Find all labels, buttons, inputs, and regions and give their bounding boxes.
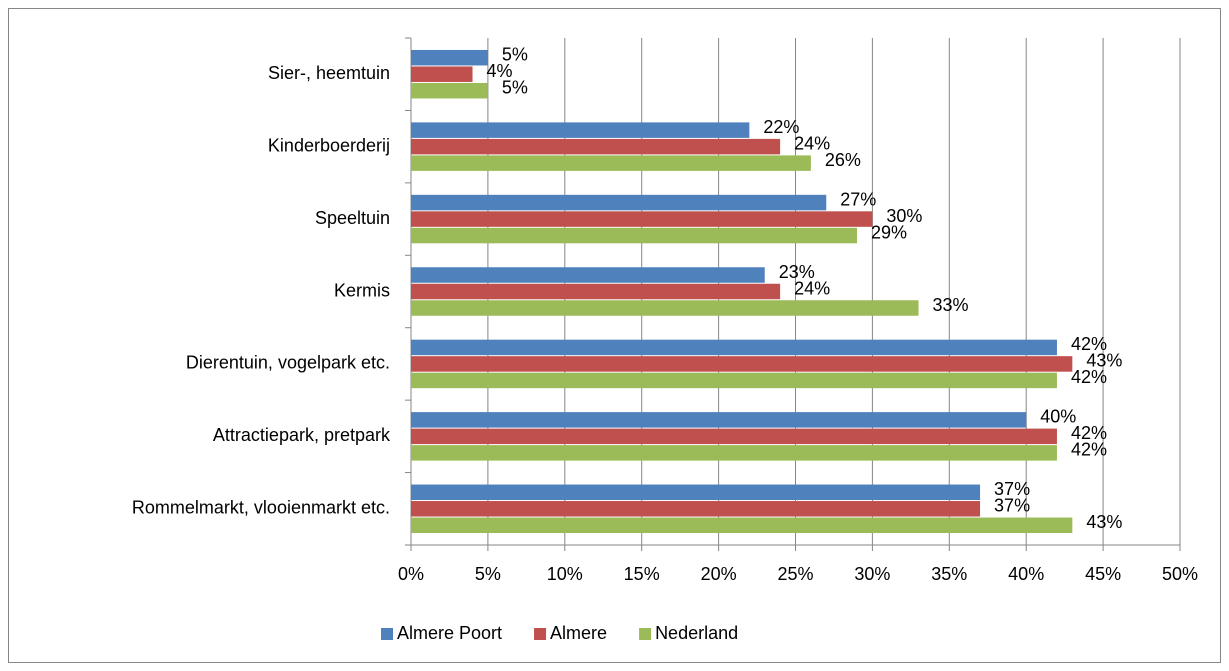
x-tick-label: 25% bbox=[777, 564, 813, 584]
value-label: 27% bbox=[840, 189, 876, 209]
bar bbox=[411, 194, 827, 211]
value-label: 22% bbox=[763, 117, 799, 137]
value-label: 42% bbox=[1071, 367, 1107, 387]
bar bbox=[411, 339, 1057, 356]
x-tick-label: 35% bbox=[931, 564, 967, 584]
value-label: 5% bbox=[502, 77, 528, 97]
value-label: 43% bbox=[1086, 351, 1122, 371]
value-label: 26% bbox=[825, 150, 861, 170]
x-tick-label: 15% bbox=[624, 564, 660, 584]
bar bbox=[411, 49, 488, 66]
y-tick-label: Rommelmarkt, vlooienmarkt etc. bbox=[132, 498, 390, 518]
value-label: 5% bbox=[502, 44, 528, 64]
legend-label: Almere Poort bbox=[397, 623, 502, 643]
x-tick-label: 5% bbox=[475, 564, 501, 584]
bar bbox=[411, 501, 981, 517]
x-tick-label: 0% bbox=[398, 564, 424, 584]
bar bbox=[411, 484, 981, 501]
x-tick-label: 10% bbox=[547, 564, 583, 584]
bar bbox=[411, 372, 1057, 389]
value-label: 30% bbox=[886, 206, 922, 226]
legend-swatch bbox=[639, 628, 652, 640]
legend-label: Nederland bbox=[655, 623, 738, 643]
y-tick-label: Attractiepark, pretpark bbox=[213, 425, 391, 445]
y-tick-label: Kinderboerderij bbox=[268, 135, 390, 155]
legend-label: Almere bbox=[550, 623, 607, 643]
value-label: 37% bbox=[994, 479, 1030, 499]
value-label: 24% bbox=[794, 278, 830, 298]
bar bbox=[411, 211, 873, 227]
x-tick-label: 40% bbox=[1008, 564, 1044, 584]
value-label: 42% bbox=[1071, 440, 1107, 460]
value-label: 40% bbox=[1040, 407, 1076, 427]
bar bbox=[411, 138, 781, 155]
bar bbox=[411, 122, 750, 138]
bar bbox=[411, 82, 488, 99]
value-label: 4% bbox=[487, 61, 513, 81]
value-label: 33% bbox=[933, 295, 969, 315]
bar bbox=[411, 517, 1073, 534]
bar bbox=[411, 428, 1057, 445]
x-tick-label: 20% bbox=[701, 564, 737, 584]
value-label: 42% bbox=[1071, 423, 1107, 443]
bar bbox=[411, 155, 811, 171]
value-label: 42% bbox=[1071, 334, 1107, 354]
bar bbox=[411, 356, 1073, 372]
x-tick-label: 30% bbox=[854, 564, 890, 584]
legend-swatch bbox=[381, 628, 393, 640]
value-label: 43% bbox=[1086, 512, 1122, 532]
bar bbox=[411, 66, 473, 82]
y-tick-label: Kermis bbox=[334, 280, 390, 300]
y-tick-label: Sier-, heemtuin bbox=[268, 63, 390, 83]
y-tick-label: Dierentuin, vogelpark etc. bbox=[186, 353, 390, 373]
value-label: 24% bbox=[794, 133, 830, 153]
y-tick-label: Speeltuin bbox=[315, 208, 390, 228]
value-label: 37% bbox=[994, 496, 1030, 516]
bar bbox=[411, 283, 781, 300]
legend-swatch bbox=[534, 628, 547, 640]
value-label: 29% bbox=[871, 222, 907, 242]
value-label: 23% bbox=[779, 262, 815, 282]
chart-frame bbox=[8, 8, 1221, 663]
x-tick-label: 50% bbox=[1162, 564, 1198, 584]
bar bbox=[411, 445, 1057, 461]
bar bbox=[411, 227, 858, 244]
bar bbox=[411, 267, 765, 283]
bar bbox=[411, 412, 1027, 428]
bar bbox=[411, 300, 919, 316]
x-tick-label: 45% bbox=[1085, 564, 1121, 584]
